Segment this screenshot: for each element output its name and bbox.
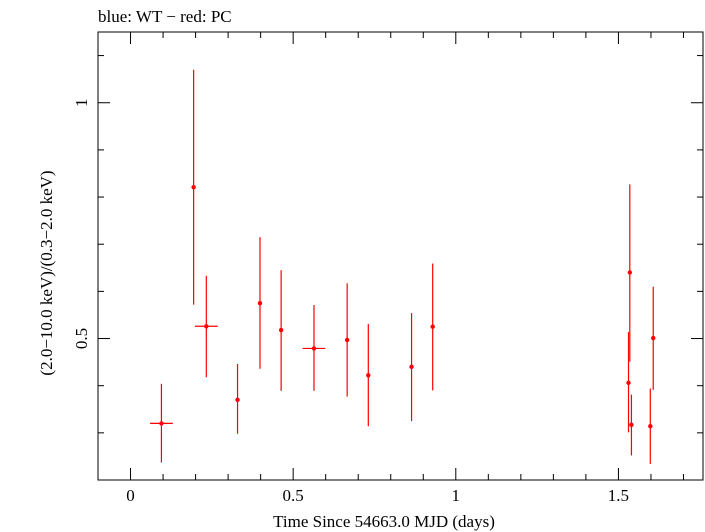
y-tick-label: 1 bbox=[72, 98, 91, 107]
data-point bbox=[430, 324, 435, 329]
data-point bbox=[204, 324, 209, 329]
data-point bbox=[626, 380, 631, 386]
chart-title: blue: WT − red: PC bbox=[98, 7, 232, 26]
axes: 0 0.5 1 1.5 0.5 1 bbox=[72, 32, 703, 505]
data-point bbox=[627, 270, 633, 275]
data-point bbox=[257, 300, 263, 306]
data-point bbox=[651, 335, 656, 341]
data-point bbox=[191, 184, 196, 190]
data-point bbox=[648, 424, 653, 429]
x-axis-label: Time Since 54663.0 MJD (days) bbox=[273, 512, 495, 531]
x-tick-label: 0.5 bbox=[283, 486, 304, 505]
data-point bbox=[278, 327, 284, 333]
y-tick-label: 0.5 bbox=[72, 328, 91, 349]
y-axis-label: (2.0−10.0 keV)/(0.3−2.0 keV) bbox=[37, 170, 56, 375]
x-tick-label: 0 bbox=[126, 486, 135, 505]
data-marks bbox=[150, 69, 656, 464]
plot-frame bbox=[97, 31, 704, 481]
data-point bbox=[344, 337, 350, 343]
data-point bbox=[409, 364, 414, 370]
data-point bbox=[366, 373, 371, 378]
data-point bbox=[235, 397, 240, 403]
data-point bbox=[629, 422, 634, 428]
data-point bbox=[159, 421, 164, 426]
data-point bbox=[311, 346, 317, 351]
x-tick-label: 1 bbox=[452, 486, 461, 505]
x-tick-label: 1.5 bbox=[608, 486, 629, 505]
